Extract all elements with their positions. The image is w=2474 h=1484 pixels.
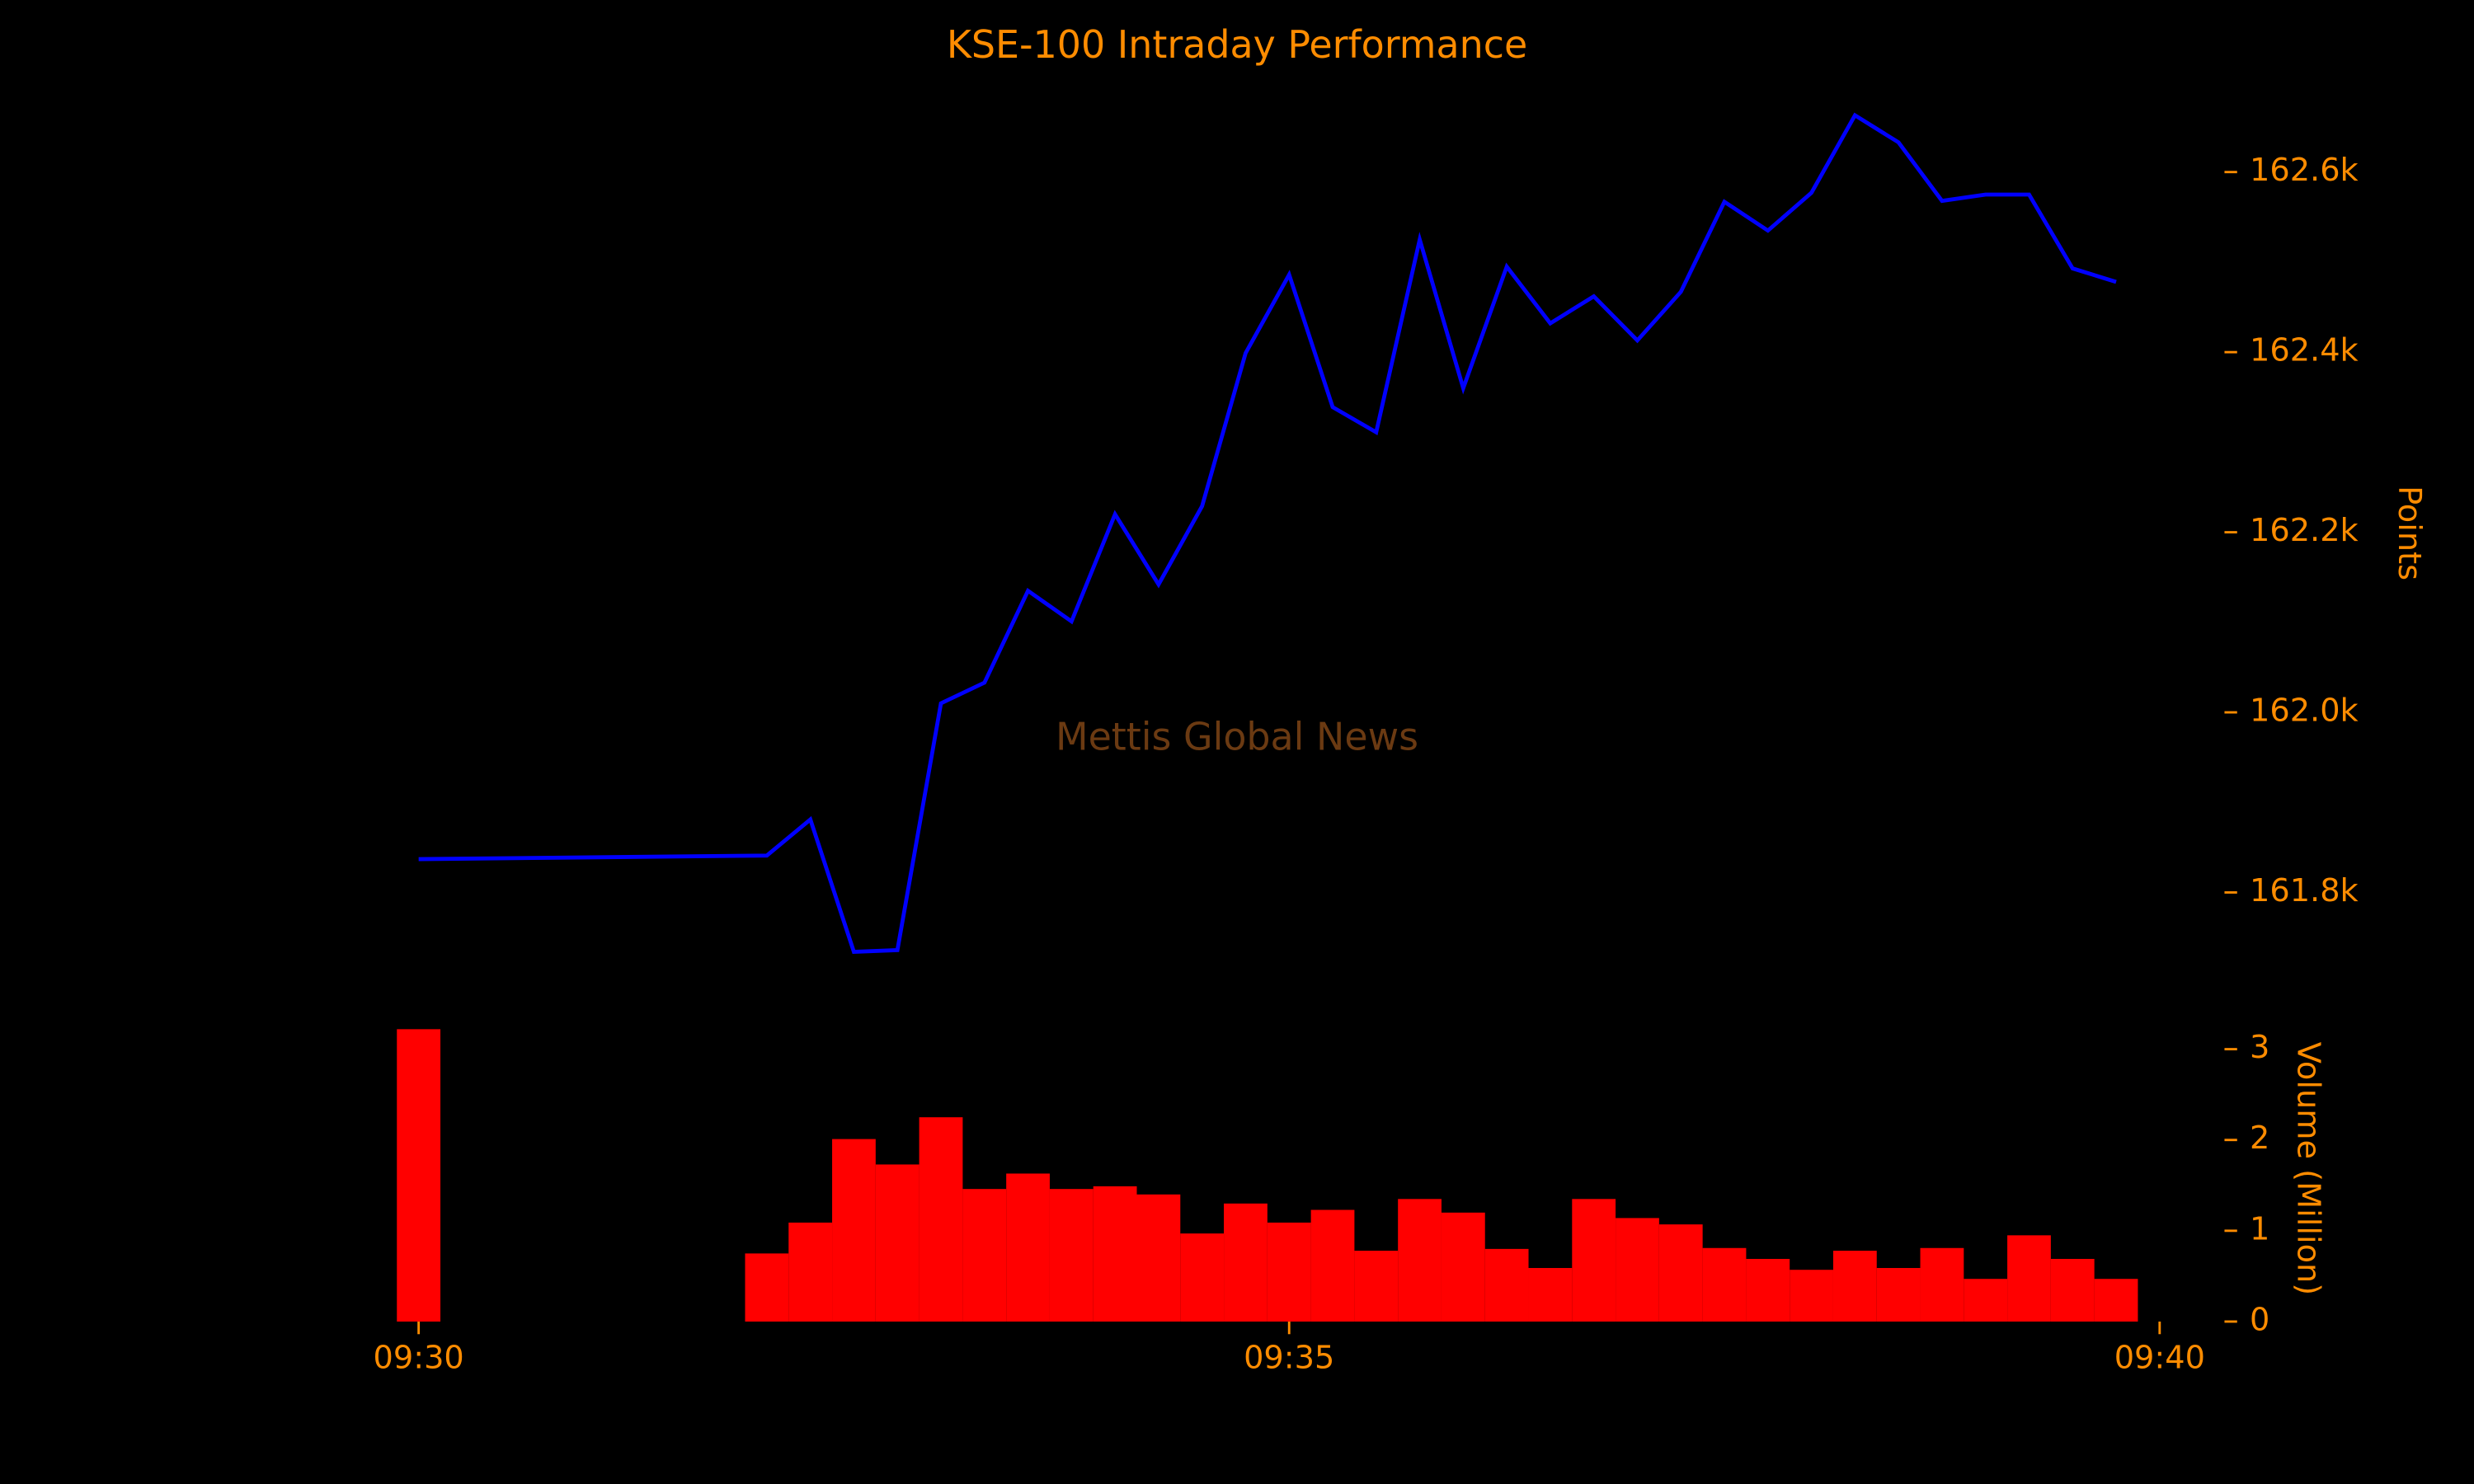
volume-bar: [1049, 1189, 1094, 1322]
volume-bar: [745, 1253, 789, 1322]
y-tick-label: 162.0k: [2250, 693, 2359, 730]
volume-bar: [1006, 1173, 1050, 1322]
chart-title: KSE-100 Intraday Performance: [947, 22, 1527, 67]
volume-bar: [1616, 1218, 1659, 1322]
volume-bar: [962, 1189, 1007, 1322]
volume-bar: [2007, 1235, 2051, 1322]
volume-bar: [397, 1029, 441, 1322]
volume-bar: [1572, 1199, 1616, 1322]
y-tick-label: 162.2k: [2250, 512, 2359, 549]
volume-bar: [832, 1139, 876, 1322]
x-tick-label: 09:40: [2114, 1339, 2205, 1376]
volume-bar: [1267, 1222, 1311, 1322]
volume-bar: [1658, 1224, 1703, 1322]
watermark: Mettis Global News: [1056, 715, 1418, 759]
y-tick-label: 3: [2250, 1029, 2269, 1066]
y-axis-label: Points: [2391, 486, 2428, 580]
y-tick-label: 161.8k: [2250, 872, 2359, 909]
y-tick-label: 1: [2250, 1210, 2269, 1247]
volume-bar: [788, 1222, 833, 1322]
volume-bar: [1484, 1248, 1529, 1322]
volume-bar: [1354, 1251, 1399, 1322]
volume-bar: [1398, 1199, 1442, 1322]
y-axis-label: Volume (Million): [2289, 1042, 2326, 1295]
volume-bar: [1964, 1279, 2008, 1322]
volume-bar: [1528, 1267, 1573, 1322]
volume-bar: [1746, 1258, 1790, 1322]
volume-bar: [1790, 1270, 1833, 1322]
volume-bar: [1920, 1247, 1964, 1322]
volume-bar: [1093, 1186, 1137, 1322]
volume-bar: [1136, 1194, 1181, 1322]
y-tick-label: 2: [2250, 1120, 2269, 1157]
volume-bar: [1702, 1247, 1747, 1322]
y-tick-label: 162.6k: [2250, 152, 2359, 189]
volume-bar: [1441, 1212, 1485, 1322]
volume-bar: [1310, 1209, 1355, 1322]
volume-bar: [2050, 1258, 2095, 1322]
volume-bar: [1180, 1233, 1225, 1322]
x-tick-label: 09:30: [374, 1339, 464, 1376]
volume-bar: [1876, 1267, 1921, 1322]
volume-bar: [2094, 1279, 2138, 1322]
volume-bar: [875, 1164, 920, 1322]
volume-bar: [919, 1117, 963, 1322]
x-tick-label: 09:35: [1244, 1339, 1334, 1376]
volume-bar: [1224, 1203, 1268, 1322]
y-tick-label: 0: [2250, 1301, 2269, 1338]
price-line: [418, 112, 2117, 955]
y-tick-label: 162.4k: [2250, 332, 2359, 369]
volume-bar: [1832, 1251, 1877, 1322]
